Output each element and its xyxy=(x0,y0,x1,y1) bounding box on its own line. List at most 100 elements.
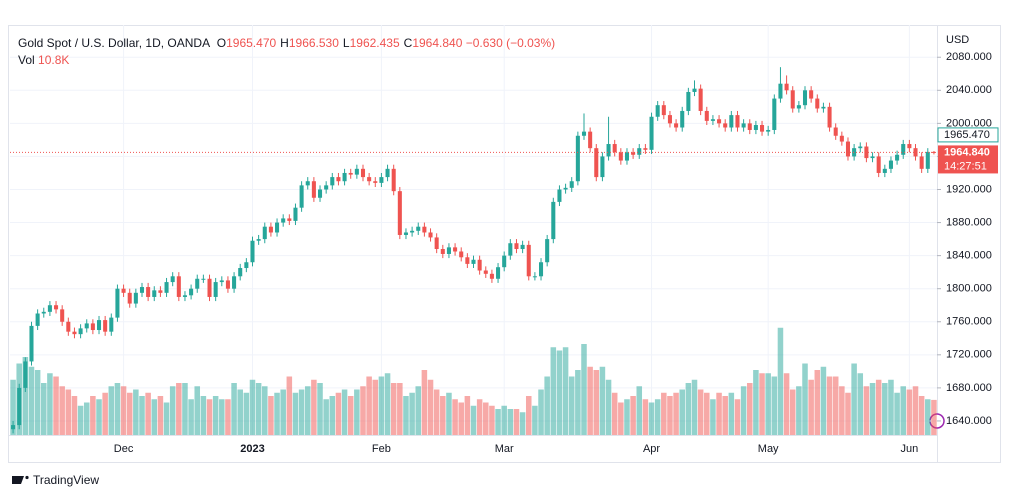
candle-body xyxy=(397,191,402,235)
last-price-box xyxy=(938,145,998,174)
symbol-title: Gold Spot / U.S. Dollar, 1D, OANDA xyxy=(18,36,210,50)
volume-bar xyxy=(200,396,207,435)
candle-body xyxy=(717,119,722,124)
volume-bar xyxy=(176,383,182,435)
candle-body xyxy=(47,305,52,312)
volume-bar xyxy=(96,399,102,435)
volume-bar xyxy=(489,405,495,435)
candle-body xyxy=(655,105,660,117)
volume-bar xyxy=(403,396,409,435)
candle-body xyxy=(133,292,138,304)
candle-body xyxy=(888,160,893,169)
volume-bar xyxy=(599,366,606,435)
volume-bar xyxy=(452,399,458,435)
candle-body xyxy=(90,323,95,331)
volume-bar xyxy=(145,392,151,435)
candle-body xyxy=(152,290,157,297)
volume-bar xyxy=(372,379,379,435)
candle-body xyxy=(539,262,544,277)
volume-bar xyxy=(894,392,900,435)
candle-body xyxy=(852,148,857,157)
legend-key: L xyxy=(342,36,350,50)
candle-body xyxy=(103,320,108,332)
x-tick-label: May xyxy=(758,443,779,455)
candle-body xyxy=(735,115,740,128)
volume-bar xyxy=(274,392,280,435)
volume-bar xyxy=(771,376,778,435)
legend: Gold Spot / U.S. Dollar, 1D, OANDA O1965… xyxy=(18,35,555,69)
volume-bar xyxy=(83,402,90,435)
volume-bar xyxy=(28,366,35,435)
candle-body xyxy=(238,268,243,277)
candle-body xyxy=(23,361,28,388)
candle-body xyxy=(293,207,298,221)
volume-bar xyxy=(679,389,685,435)
volume-bar xyxy=(587,366,593,435)
volume-bar xyxy=(863,386,870,435)
volume-bar xyxy=(869,383,876,435)
volume-bar xyxy=(765,373,771,435)
grid xyxy=(10,25,937,435)
volume-bar xyxy=(182,383,188,435)
candle-body xyxy=(434,237,439,250)
volume-bar xyxy=(820,366,827,435)
volume-bar xyxy=(397,383,403,435)
candle-body xyxy=(520,244,525,250)
volume-bar xyxy=(501,405,507,435)
y-tick-label: 1920.000 xyxy=(946,183,992,195)
volume-value: 10.8K xyxy=(38,53,70,67)
volume-bar xyxy=(421,370,428,435)
volume-bar xyxy=(532,405,538,435)
candle-body xyxy=(360,168,366,178)
candle-body xyxy=(637,148,642,155)
volume-bar xyxy=(483,402,489,435)
volume-bar xyxy=(384,373,391,435)
volume-bar xyxy=(41,383,47,435)
volume-bar xyxy=(292,392,299,435)
candles xyxy=(11,67,936,434)
volume-bar xyxy=(507,409,514,435)
candle-body xyxy=(182,295,187,297)
candle-body xyxy=(489,273,494,279)
candle-body xyxy=(821,106,826,109)
volume-bar xyxy=(311,379,317,435)
volume-bar xyxy=(789,389,796,435)
candle-body xyxy=(336,177,341,182)
volume-bar xyxy=(667,396,673,435)
candle-body xyxy=(741,123,746,128)
candle-body xyxy=(698,88,703,111)
candle-body xyxy=(96,320,102,331)
candle-body xyxy=(176,276,181,297)
volume-bar xyxy=(783,373,790,435)
volume-bar xyxy=(581,344,587,435)
volume-bar xyxy=(231,383,237,435)
volume-bar xyxy=(157,396,164,435)
volume-row: Vol 10.8K xyxy=(18,52,555,69)
candle-body xyxy=(876,156,881,173)
volume-bar xyxy=(722,396,728,435)
candle-body xyxy=(594,148,599,178)
volume-bar xyxy=(10,379,16,435)
candle-body xyxy=(287,218,292,221)
candle-body xyxy=(416,226,421,231)
y-tick-label: 1640.000 xyxy=(946,415,992,427)
candle-body xyxy=(526,244,531,277)
legend-value: 1962.435 xyxy=(349,36,400,50)
candle-body xyxy=(139,287,145,293)
candle-body xyxy=(661,105,666,116)
volume-bar xyxy=(513,409,520,435)
candle-body xyxy=(275,222,280,233)
candle-body xyxy=(41,311,46,314)
candle-body xyxy=(354,168,359,175)
volume-bar xyxy=(108,386,115,435)
volume-bar xyxy=(440,396,446,435)
candle-body xyxy=(895,154,900,161)
candle-body xyxy=(78,328,83,335)
volume-bar xyxy=(71,396,78,435)
candle-body xyxy=(575,135,580,182)
candle-body xyxy=(84,323,89,329)
volume-bar xyxy=(304,386,311,435)
volume-bar xyxy=(366,376,372,435)
candle-body xyxy=(667,115,672,124)
